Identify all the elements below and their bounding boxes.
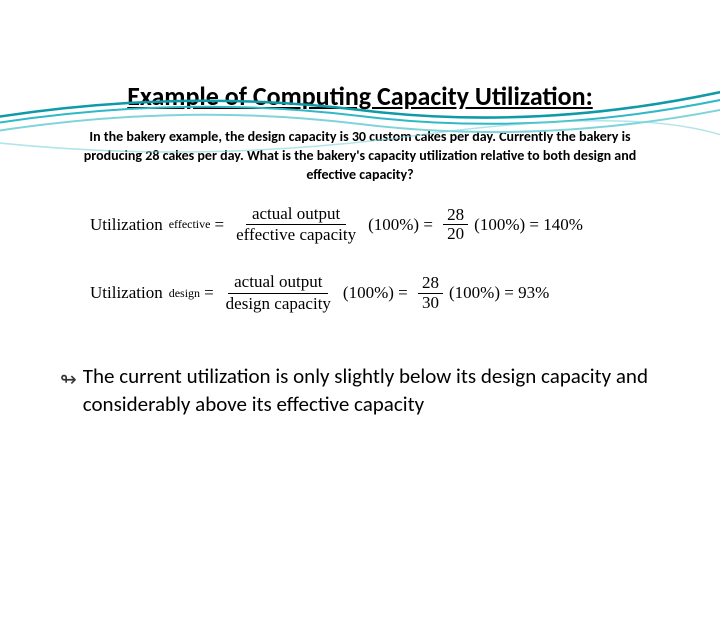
- eq-equals: =: [204, 283, 214, 303]
- frac-num: 28: [418, 274, 443, 294]
- eq-equals: =: [419, 215, 437, 235]
- eq-equals: =: [500, 283, 518, 303]
- frac-num: actual output: [246, 205, 346, 226]
- slide-title: Example of Computing Capacity Utilizatio…: [40, 80, 680, 112]
- frac-den: effective capacity: [230, 225, 362, 245]
- slide: Example of Computing Capacity Utilizatio…: [0, 80, 720, 620]
- eq-pct: (100%): [368, 215, 419, 235]
- equations-block: Utilization effective = actual output ef…: [40, 205, 680, 314]
- equation-design: Utilization design = actual output desig…: [90, 273, 680, 313]
- eq-fraction-nums: 28 30: [418, 274, 443, 312]
- eq-subscript: design: [169, 286, 200, 301]
- frac-den: 20: [443, 225, 468, 244]
- eq-equals: =: [214, 215, 224, 235]
- eq-fraction-nums: 28 20: [443, 206, 468, 244]
- eq-pct: (100%): [474, 215, 525, 235]
- conclusion-text: The current utilization is only slightly…: [83, 363, 670, 418]
- eq-equals: =: [394, 283, 412, 303]
- eq-fraction-words: actual output effective capacity: [230, 205, 362, 245]
- intro-text: In the bakery example, the design capaci…: [40, 128, 680, 185]
- eq-label: Utilization: [90, 215, 163, 235]
- eq-subscript: effective: [169, 217, 211, 232]
- eq-pct: (100%): [343, 283, 394, 303]
- eq-result: 140%: [543, 215, 583, 235]
- equation-effective: Utilization effective = actual output ef…: [90, 205, 680, 245]
- frac-den: 30: [418, 294, 443, 313]
- frac-den: design capacity: [220, 294, 337, 314]
- eq-pct: (100%): [449, 283, 500, 303]
- eq-result: 93%: [518, 283, 549, 303]
- swirl-bullet-icon: ↬: [60, 367, 77, 393]
- eq-equals: =: [525, 215, 543, 235]
- frac-num: actual output: [228, 273, 328, 294]
- frac-num: 28: [443, 206, 468, 226]
- conclusion: ↬ The current utilization is only slight…: [40, 363, 680, 418]
- eq-fraction-words: actual output design capacity: [220, 273, 337, 313]
- eq-label: Utilization: [90, 283, 163, 303]
